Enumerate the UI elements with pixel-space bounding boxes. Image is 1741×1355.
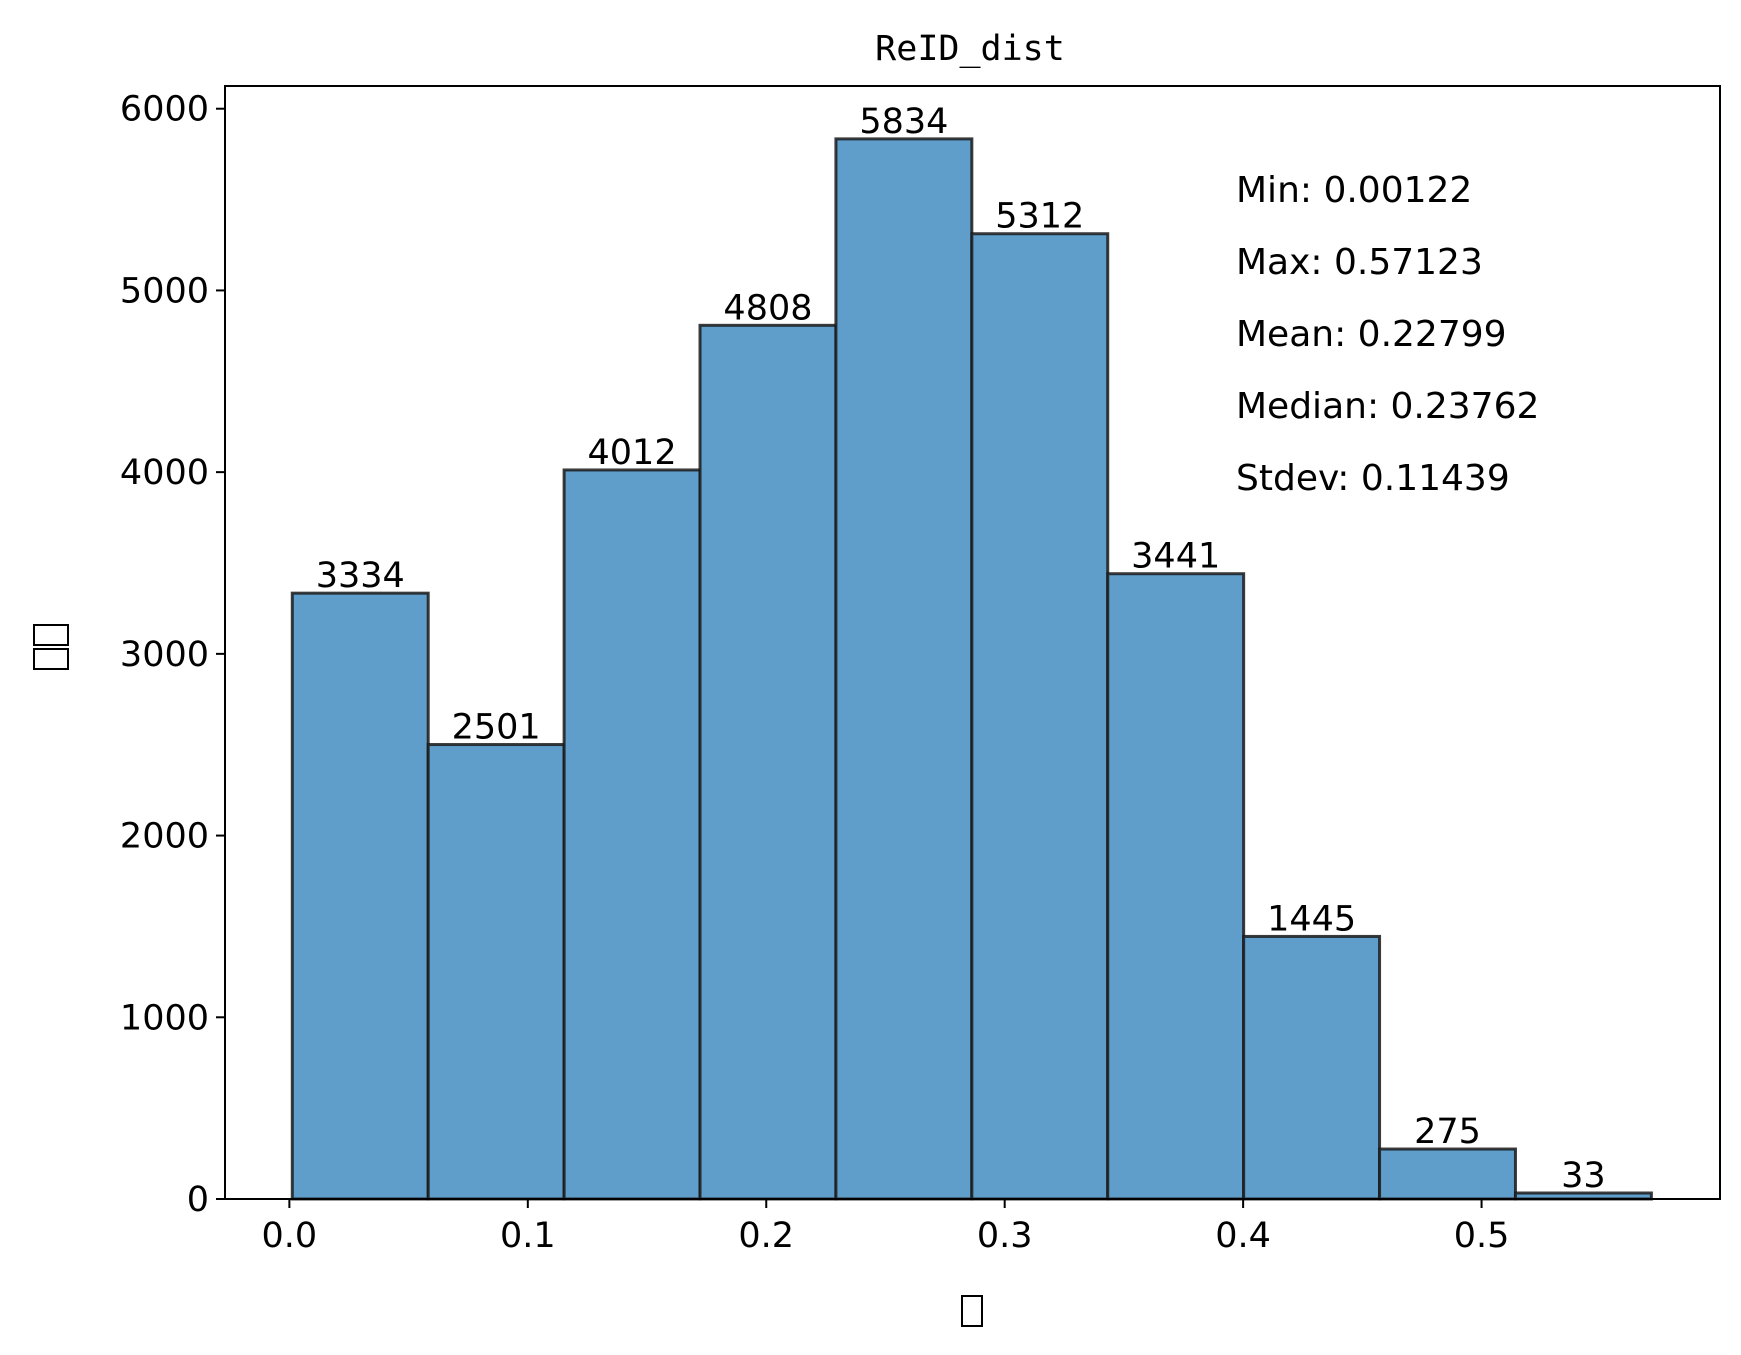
y-tick-label-3: 3000 [120, 635, 209, 675]
stat-line-3: Median: 0.23762 [1236, 386, 1539, 427]
bar-value-label-7: 1445 [1267, 899, 1356, 939]
stat-line-1: Max: 0.57123 [1236, 242, 1483, 283]
bar-value-label-8: 275 [1414, 1112, 1481, 1152]
x-axis: 0.0 0.1 0.2 0.3 0.4 0.5 [262, 1199, 1510, 1256]
bar-value-label-3: 4808 [723, 288, 812, 328]
bar-value-labels: 3334 2501 4012 4808 5834 5312 3441 1445 275 33 [316, 102, 1606, 1196]
bar-5 [970, 232, 1110, 1201]
x-tick-label-3: 0.3 [977, 1216, 1033, 1256]
stat-line-4: Stdev: 0.11439 [1236, 458, 1510, 499]
stats-box: Min: 0.00122 Max: 0.57123 Mean: 0.22799 Med… [1236, 170, 1539, 499]
y-tick-label-4: 4000 [120, 453, 209, 493]
stat-line-2: Mean: 0.22799 [1236, 314, 1507, 355]
bar-value-label-5: 5312 [995, 197, 1084, 237]
bar-value-label-6: 3441 [1131, 537, 1220, 577]
bar-value-label-4: 5834 [859, 102, 948, 142]
bar-6 [1106, 572, 1246, 1201]
y-label-glyph-1 [33, 648, 69, 670]
bars-layer [290, 137, 1653, 1201]
bar-8 [1378, 1147, 1517, 1201]
bar-2 [562, 468, 702, 1201]
stat-line-0: Min: 0.00122 [1236, 170, 1472, 211]
bar-value-label-9: 33 [1561, 1156, 1606, 1196]
bar-value-label-1: 2501 [452, 708, 541, 748]
plot-frame [224, 85, 1721, 1200]
bar-value-label-2: 4012 [588, 433, 677, 473]
x-axis-label [961, 1295, 983, 1327]
bar-7 [1242, 934, 1382, 1201]
y-tick-label-6: 6000 [120, 90, 209, 130]
y-axis: 0 1000 2000 3000 4000 5000 6000 [120, 90, 225, 1220]
x-tick-label-4: 0.4 [1215, 1216, 1271, 1256]
bar-0 [290, 591, 430, 1201]
x-tick-label-5: 0.5 [1454, 1216, 1510, 1256]
bar-3 [698, 323, 838, 1201]
y-axis-label [33, 624, 69, 670]
x-tick-label-1: 0.1 [500, 1216, 556, 1256]
x-tick-label-0: 0.0 [262, 1216, 318, 1256]
x-tick-label-2: 0.2 [738, 1216, 794, 1256]
y-tick-label-2: 2000 [120, 817, 209, 857]
bar-1 [426, 743, 566, 1201]
y-label-glyph-0 [33, 624, 69, 646]
bar-4 [834, 137, 974, 1201]
y-tick-label-1: 1000 [120, 998, 209, 1038]
chart-title: ReID_dist [875, 29, 1065, 69]
y-tick-label-5: 5000 [120, 271, 209, 311]
x-label-glyph-0 [961, 1295, 983, 1327]
bar-value-label-0: 3334 [316, 556, 405, 596]
y-tick-label-0: 0 [187, 1180, 209, 1220]
